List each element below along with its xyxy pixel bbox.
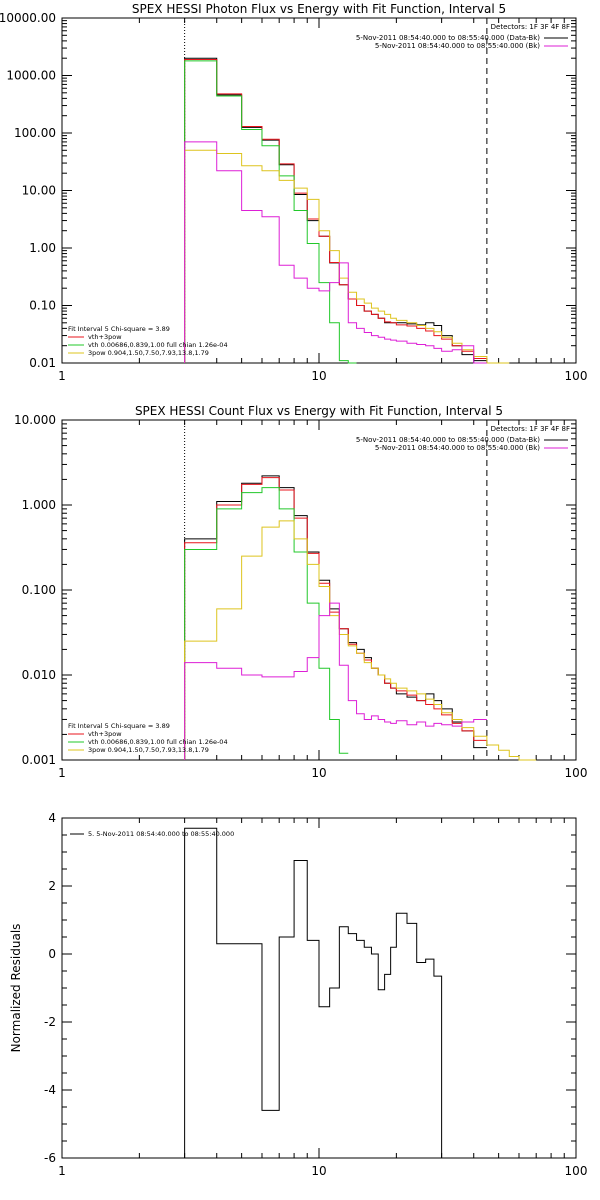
detectors-text: Detectors: 1F 3F 4F 8F	[491, 425, 570, 433]
y-tick-label: 10.00	[22, 184, 56, 198]
y-tick-label: 0	[48, 947, 56, 961]
x-tick-label: 1	[58, 766, 66, 780]
series-yellow-histogram	[184, 149, 510, 364]
fit-legend-entry: 3pow 0.904,1.50,7.50,7.93,13.8,1.79	[88, 746, 209, 754]
fit-legend-entry: vth 0.00686,0.839,1.00 full chian 1.26e-…	[88, 738, 228, 746]
y-tick-label: 0.100	[22, 583, 56, 597]
y-tick-label: -4	[44, 1083, 56, 1097]
chart-title: SPEX HESSI Count Flux vs Energy with Fit…	[135, 404, 503, 418]
series-green-histogram	[184, 60, 357, 364]
chart-panel-1: SPEX HESSI Photon Flux vs Energy with Fi…	[0, 2, 587, 383]
series-red-histogram	[184, 58, 487, 363]
y-tick-label: 10.000	[14, 413, 56, 427]
x-tick-label: 1	[58, 369, 66, 383]
chart-panel-2: SPEX HESSI Count Flux vs Energy with Fit…	[14, 404, 587, 780]
x-tick-label: 1	[58, 1164, 66, 1178]
y-tick-label: 4	[48, 811, 56, 825]
time-range-text: 5-Nov-2011 08:54:40.000 to 08:55:40.000 …	[375, 444, 540, 452]
x-tick-label: 10	[311, 1164, 326, 1178]
chart-title: SPEX HESSI Photon Flux vs Energy with Fi…	[132, 2, 506, 16]
x-tick-label: 100	[565, 1164, 588, 1178]
fit-legend-entry: vth+3pow	[88, 730, 122, 738]
plot-frame	[61, 419, 577, 761]
time-range-text: 5-Nov-2011 08:54:40.000 to 08:55:40.000 …	[375, 42, 540, 50]
y-tick-label: 2	[48, 879, 56, 893]
series-black-histogram	[184, 475, 487, 760]
fit-legend-entry: vth+3pow	[88, 333, 122, 341]
series-black-histogram	[184, 57, 487, 363]
y-tick-label: -6	[44, 1151, 56, 1165]
series-magenta-histogram	[184, 141, 487, 364]
y-axis-label: Normalized Residuals	[9, 924, 23, 1053]
time-range-text: 5-Nov-2011 08:54:40.000 to 08:55:40.000 …	[356, 34, 540, 42]
series-magenta-histogram	[184, 602, 487, 760]
series-green-histogram	[184, 487, 349, 760]
y-tick-label: 10000.00	[0, 11, 56, 25]
y-tick-label: 100.00	[14, 126, 56, 140]
y-tick-label: 0.010	[22, 668, 56, 682]
x-tick-label: 10	[311, 766, 326, 780]
fit-legend-entry: 3pow 0.904,1.50,7.50,7.93,13.8,1.79	[88, 349, 209, 357]
x-tick-label: 100	[565, 766, 588, 780]
y-tick-label: 0.001	[22, 753, 56, 767]
y-tick-label: -2	[44, 1015, 56, 1029]
legend-entry: 5. 5-Nov-2011 08:54:40.000 to 08:55:40.0…	[88, 830, 234, 838]
y-tick-label: 1.00	[29, 241, 56, 255]
detectors-text: Detectors: 1F 3F 4F 8F	[491, 23, 570, 31]
chart-panel-3: 1 10 100 4 2 0 -2 -4 -6 Normalized Residuals 5. 5-…	[9, 811, 587, 1178]
series-red-histogram	[184, 477, 487, 760]
y-tick-label: 0.10	[29, 299, 56, 313]
plot-frame	[61, 17, 577, 364]
fit-legend-entry: vth 0.00686,0.839,1.00 full chian 1.26e-…	[88, 341, 228, 349]
time-range-text: 5-Nov-2011 08:54:40.000 to 08:55:40.000 …	[356, 436, 540, 444]
series-yellow-histogram	[184, 520, 537, 761]
fit-legend-title: Fit Interval 5 Chi-square = 3.89	[68, 722, 170, 730]
x-tick-label: 10	[311, 369, 326, 383]
y-tick-label: 1.000	[22, 498, 56, 512]
fit-legend-title: Fit Interval 5 Chi-square = 3.89	[68, 325, 170, 333]
x-tick-label: 100	[565, 369, 588, 383]
y-tick-label: 1000.00	[6, 69, 56, 83]
y-tick-label: 0.01	[29, 356, 56, 370]
series-black-histogram	[184, 827, 443, 1158]
